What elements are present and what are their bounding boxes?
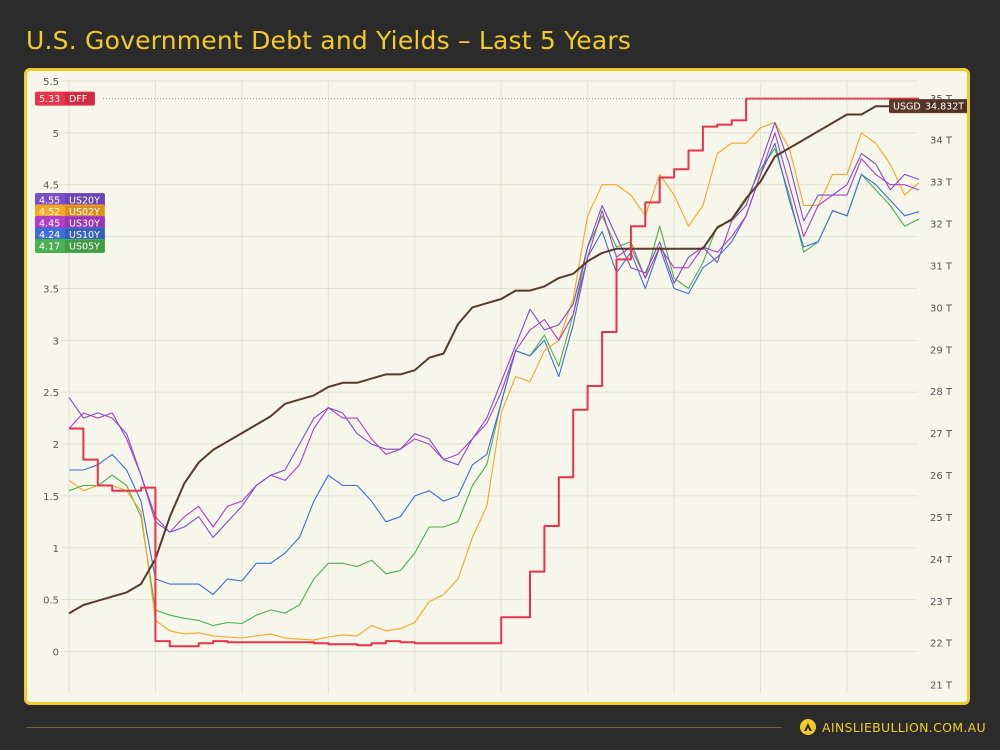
y-right-tick-label: 33 T	[930, 178, 953, 189]
usgd-badge-name: 34.832T	[925, 102, 964, 113]
series-line-us20y	[68, 121, 920, 538]
y-right-tick-label: 34 T	[930, 136, 953, 147]
y-right-tick-label: 21 T	[930, 681, 953, 692]
legend-us20y-badge-value: 4.55	[39, 196, 60, 207]
y-left-tick-label: 3.5	[43, 284, 59, 295]
y-left-tick-label: 1	[53, 544, 59, 555]
chart: 00.511.522.533.544.555.521 T22 T23 T24 T…	[35, 77, 967, 693]
chart-panel: 00.511.522.533.544.555.521 T22 T23 T24 T…	[24, 68, 970, 705]
y-right-tick-label: 30 T	[930, 303, 953, 314]
series-line-us05y	[68, 147, 920, 627]
legend-us10y-badge-value: 4.24	[39, 230, 60, 241]
legend-us02y-badge-name-bg	[65, 205, 104, 218]
y-right-tick-label: 26 T	[930, 471, 953, 482]
y-left-tick-label: 5	[53, 129, 59, 140]
dff-badge-value: 5.33	[39, 94, 60, 105]
dff-badge-name: DFF	[69, 94, 87, 105]
y-left-tick-label: 0	[53, 648, 59, 659]
y-right-tick-label: 32 T	[930, 220, 953, 231]
legend-us30y-badge-name-bg	[65, 217, 104, 229]
legend-us30y-badge-name: US30Y	[69, 219, 100, 230]
y-left-tick-label: 5.5	[43, 77, 59, 88]
y-right-tick-label: 23 T	[930, 597, 953, 608]
y-left-tick-label: 3	[53, 336, 59, 347]
legend-us20y-badge-name-bg	[65, 194, 104, 206]
y-left-tick-label: 2.5	[43, 388, 59, 399]
usgd-badge	[889, 99, 967, 114]
legend-us05y-badge	[35, 239, 105, 253]
y-right-tick-label: 28 T	[930, 387, 953, 398]
legend-us30y-badge-value: 4.45	[39, 219, 60, 230]
legend-us20y-badge	[35, 193, 105, 207]
legend-us10y-badge	[35, 227, 105, 242]
y-right-tick-label: 31 T	[930, 261, 953, 272]
series-line-us02y	[68, 121, 920, 641]
legend-us02y-badge-name: US02Y	[69, 207, 100, 218]
brand[interactable]: AINSLIEBULLION.COM.AU	[800, 717, 986, 737]
legend-us10y-badge-name-bg	[65, 228, 104, 241]
legend-us02y-badge-value: 4.52	[39, 207, 60, 218]
y-right-tick-label: 25 T	[930, 513, 953, 524]
page-title: U.S. Government Debt and Yields – Last 5…	[26, 26, 632, 55]
series-line-dff	[69, 97, 919, 648]
dff-badge-name-bg	[65, 92, 94, 105]
y-left-tick-label: 0.5	[43, 596, 59, 607]
brand-text: AINSLIEBULLION.COM.AU	[822, 719, 986, 735]
y-right-tick-label: 24 T	[930, 555, 953, 566]
usgd-badge-value: USGD	[893, 102, 921, 113]
y-right-tick-label: 29 T	[930, 345, 953, 356]
legend-us02y-badge	[35, 204, 105, 219]
legend-us10y-badge-name: US10Y	[69, 230, 100, 241]
usgd-badge-name-bg	[921, 100, 967, 113]
legend-us05y-badge-name-bg	[65, 240, 104, 252]
ainslie-logo-icon	[800, 719, 816, 735]
footer-divider	[26, 727, 782, 728]
y-left-tick-label: 4.5	[43, 181, 59, 192]
y-right-tick-label: 22 T	[930, 639, 953, 650]
series-line-us10y	[69, 142, 920, 596]
legend-us20y-badge-name: US20Y	[69, 196, 100, 207]
series-line-us30y	[68, 132, 920, 533]
y-right-tick-label: 27 T	[930, 429, 953, 440]
y-left-tick-label: 2	[53, 440, 59, 451]
dff-badge	[35, 91, 95, 106]
legend-us05y-badge-name: US05Y	[69, 242, 100, 253]
legend-us30y-badge	[35, 216, 105, 230]
legend-us05y-badge-value: 4.17	[39, 242, 60, 253]
y-left-tick-label: 1.5	[43, 492, 59, 503]
series-line-usgd	[68, 105, 919, 615]
